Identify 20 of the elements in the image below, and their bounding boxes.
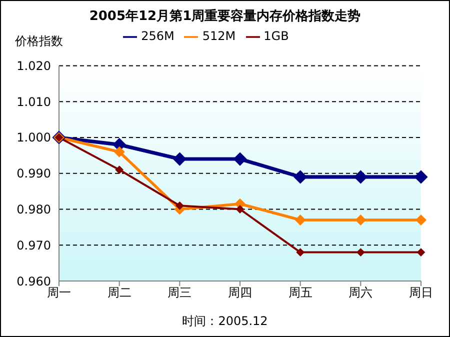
legend-label: 256M [141, 29, 174, 43]
y-tick-label: 0.990 [16, 166, 51, 181]
x-tick-label: 周六 [348, 286, 373, 300]
x-tick-label: 周四 [228, 286, 252, 300]
y-tick-label: 0.970 [16, 238, 51, 252]
x-tick-label: 周日 [409, 286, 433, 300]
text: 时间：2005.12 [181, 313, 269, 330]
x-tick-label: 周二 [107, 286, 132, 300]
y-tick-label: 1.020 [16, 58, 51, 73]
y-tick-label: 0.960 [16, 274, 51, 288]
legend-label: 1GB [264, 29, 289, 43]
y-tick-label: 0.980 [16, 202, 51, 216]
y-tick-label: 1.000 [16, 130, 51, 145]
x-tick-label: 周五 [288, 286, 312, 300]
x-tick-label: 周一 [47, 286, 71, 300]
y-axis-title: 价格指数 [15, 33, 63, 50]
y-tick-label: 1.010 [16, 94, 51, 109]
x-tick-label: 周三 [168, 286, 192, 300]
chart-title: 2005年12月第1周重要容量内存价格指数走势 [88, 8, 362, 25]
legend-label: 512M [202, 29, 236, 43]
